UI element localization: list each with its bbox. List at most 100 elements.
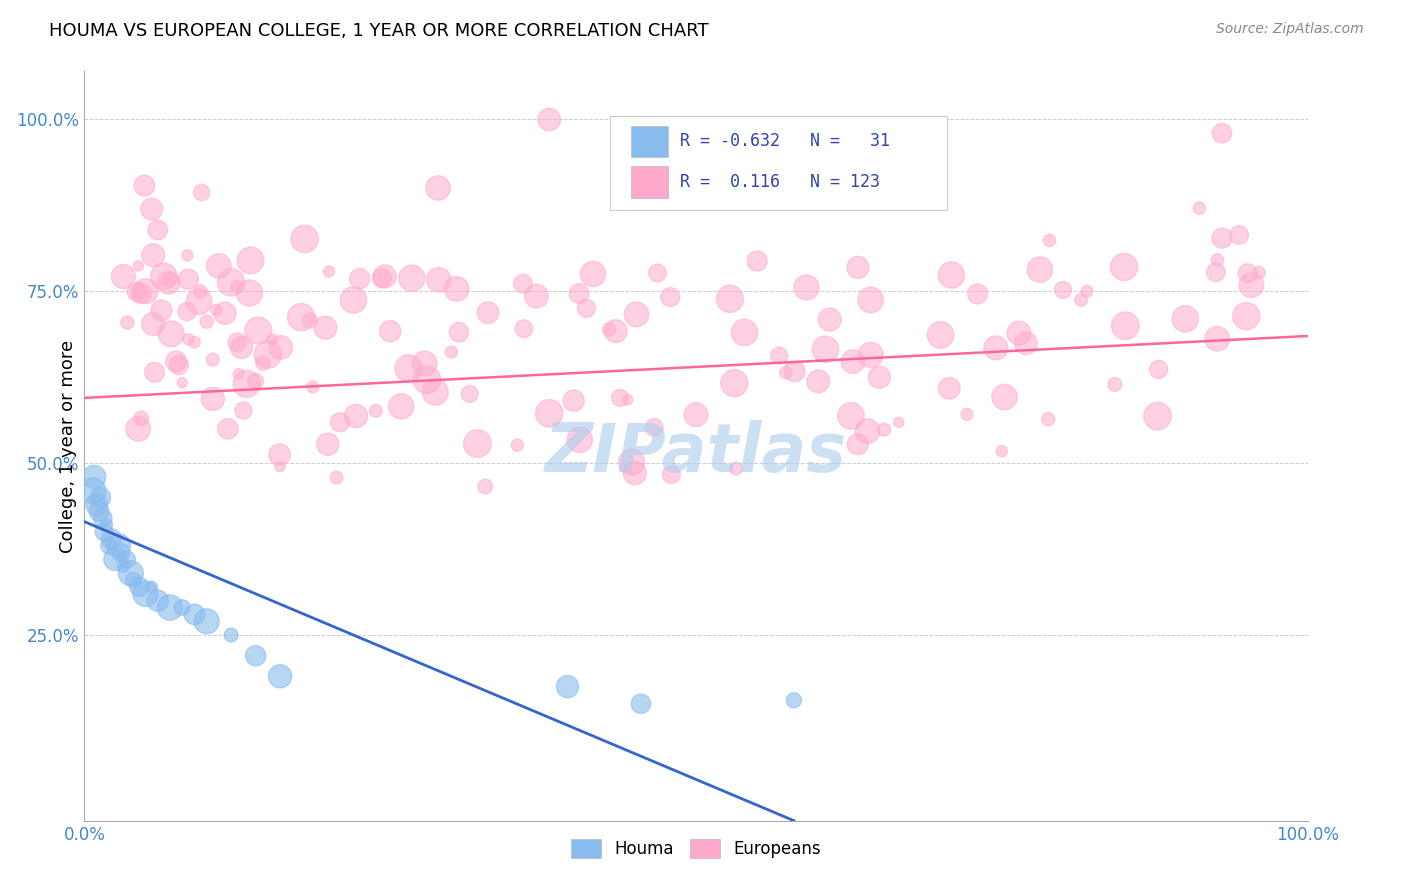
Point [842, 354, 865, 368]
Point [856, 424, 879, 438]
Point [775, 366, 797, 380]
Point [86, 498, 108, 512]
Point [219, 276, 242, 290]
Point [1206, 252, 1229, 267]
Point [269, 448, 291, 462]
Point [298, 313, 321, 327]
Point [401, 271, 423, 285]
Point [941, 268, 963, 282]
Point [87, 504, 110, 518]
Point [290, 310, 312, 325]
Point [440, 345, 463, 359]
Point [1205, 265, 1227, 279]
Point [846, 437, 869, 451]
Point [232, 403, 254, 417]
Point [887, 415, 910, 429]
Point [616, 392, 638, 407]
Point [956, 408, 979, 422]
Point [1247, 265, 1270, 279]
Point [718, 292, 741, 306]
Point [270, 340, 292, 354]
Point [626, 307, 648, 321]
Point [112, 559, 135, 574]
Point [427, 181, 450, 195]
Point [1076, 284, 1098, 298]
Point [859, 293, 882, 307]
Point [318, 264, 340, 278]
Point [160, 326, 183, 341]
Point [141, 202, 163, 216]
Point [814, 343, 837, 357]
Point [110, 545, 132, 559]
Point [93, 524, 115, 539]
Point [1147, 362, 1170, 376]
Point [467, 436, 489, 450]
Point [183, 335, 205, 350]
Point [183, 607, 205, 622]
Point [128, 580, 150, 594]
Point [245, 374, 267, 388]
Point [112, 269, 135, 284]
Point [1114, 318, 1136, 333]
Point [89, 491, 111, 505]
Point [1174, 311, 1197, 326]
Point [1038, 412, 1060, 426]
Point [205, 302, 228, 317]
Point [1008, 326, 1031, 340]
Point [538, 112, 561, 127]
Point [294, 232, 316, 246]
Point [195, 315, 218, 329]
Point [167, 358, 190, 372]
Point [195, 615, 218, 629]
Point [575, 301, 598, 316]
Point [380, 324, 402, 338]
Point [83, 470, 105, 484]
Point [159, 272, 181, 286]
Point [1234, 309, 1257, 323]
Point [582, 267, 605, 281]
Point [172, 376, 194, 390]
Point [659, 290, 682, 304]
Point [165, 354, 187, 368]
Point [100, 532, 122, 546]
Point [107, 539, 129, 553]
Point [97, 539, 120, 553]
Point [135, 587, 157, 601]
Point [262, 332, 284, 346]
Point [506, 438, 529, 452]
Point [416, 373, 439, 387]
Text: R = -0.632   N =   31: R = -0.632 N = 31 [681, 132, 890, 151]
Point [1206, 332, 1229, 346]
Point [723, 376, 745, 391]
Point [993, 390, 1015, 404]
Point [643, 420, 665, 434]
Point [984, 341, 1007, 355]
Point [807, 375, 830, 389]
Point [929, 327, 952, 342]
Point [685, 408, 707, 422]
Point [235, 376, 257, 391]
Point [217, 422, 239, 436]
Point [413, 357, 436, 371]
Point [364, 404, 387, 418]
Point [82, 483, 104, 498]
Point [474, 479, 496, 493]
Point [226, 335, 249, 350]
Point [1052, 283, 1074, 297]
Text: Source: ZipAtlas.com: Source: ZipAtlas.com [1216, 22, 1364, 37]
Point [127, 259, 149, 273]
Point [342, 293, 364, 307]
Point [257, 348, 280, 362]
Point [127, 422, 149, 436]
Point [1146, 409, 1168, 423]
Point [605, 324, 627, 338]
Bar [631, 126, 668, 157]
Point [624, 467, 647, 481]
Point [733, 326, 755, 340]
Point [1227, 227, 1250, 242]
Point [846, 260, 869, 275]
Point [316, 437, 339, 451]
Point [153, 269, 176, 284]
Point [134, 178, 156, 193]
Point [724, 461, 747, 475]
